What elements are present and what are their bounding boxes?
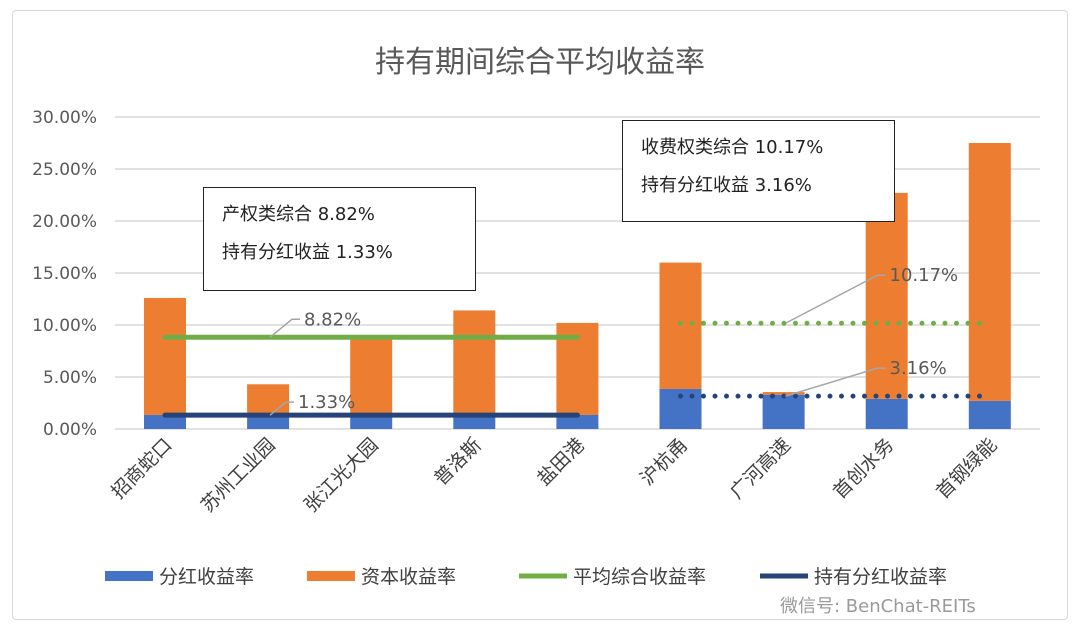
- legend-swatch: [307, 571, 355, 581]
- annotation-line: 产权类综合 8.82%: [222, 204, 375, 225]
- chart-title: 持有期间综合平均收益率: [375, 45, 705, 80]
- y-tick-label: 10.00%: [32, 316, 97, 336]
- data-label-leader: [269, 318, 300, 338]
- bar-segment: [659, 262, 702, 389]
- annotation-box-property: 产权类综合 8.82% 持有分红收益 1.33%: [203, 187, 476, 291]
- x-tick-label: 首创水务: [829, 434, 898, 503]
- data-label: 3.16%: [890, 358, 947, 379]
- data-label: 1.33%: [298, 392, 355, 413]
- y-tick-label: 20.00%: [32, 212, 97, 232]
- annotation-line: 持有分红收益 1.33%: [222, 242, 393, 263]
- y-tick-label: 15.00%: [32, 264, 97, 284]
- bar-segment: [865, 398, 908, 429]
- y-tick-label: 25.00%: [32, 160, 97, 180]
- legend-label: 资本收益率: [361, 566, 456, 588]
- bar-segment: [556, 414, 599, 429]
- legend-label: 分红收益率: [159, 566, 254, 588]
- bar-segment: [247, 415, 290, 429]
- data-label: 10.17%: [890, 265, 959, 286]
- y-tick-label: 30.00%: [32, 108, 97, 128]
- data-label: 8.82%: [304, 309, 361, 330]
- bar-segment: [453, 416, 496, 429]
- annotation-line: 收费权类综合 10.17%: [641, 137, 824, 158]
- x-tick-label: 首钢绿能: [932, 434, 1001, 503]
- chart-frame: [12, 10, 1068, 620]
- annotation-line: 持有分红收益 3.16%: [641, 175, 812, 196]
- x-tick-label: 招商蛇口: [107, 434, 176, 503]
- bar-segment: [144, 297, 186, 415]
- watermark: 微信号: BenChat-REITs: [780, 596, 976, 617]
- bar-segment: [865, 192, 908, 399]
- legend-swatch: [105, 571, 153, 581]
- x-tick-label: 沪杭甬: [636, 434, 692, 490]
- x-tick-label: 盐田港: [533, 434, 589, 490]
- data-label-leader: [785, 367, 886, 397]
- bar-segment: [144, 414, 186, 429]
- bar-segment: [762, 392, 805, 395]
- x-tick-label: 张江光大园: [300, 434, 383, 517]
- data-label-leader: [785, 274, 886, 324]
- legend-label: 平均综合收益率: [573, 566, 706, 588]
- bar-segment: [968, 143, 1011, 401]
- annotation-box-toll: 收费权类综合 10.17% 持有分红收益 3.16%: [622, 120, 895, 222]
- x-tick-label: 广河高速: [726, 434, 795, 503]
- bar-segment: [762, 394, 805, 429]
- data-label-leader: [269, 401, 294, 416]
- legend-label: 持有分红收益率: [814, 566, 947, 588]
- bar-segment: [968, 400, 1011, 429]
- y-tick-label: 5.00%: [43, 368, 97, 388]
- x-tick-label: 苏州工业园: [197, 434, 280, 517]
- x-tick-label: 普洛斯: [430, 434, 486, 490]
- bar-segment: [350, 338, 393, 417]
- bar-segment: [350, 416, 393, 429]
- bar-segment: [453, 310, 496, 417]
- bar-segment: [247, 384, 290, 416]
- y-tick-label: 0.00%: [43, 420, 97, 440]
